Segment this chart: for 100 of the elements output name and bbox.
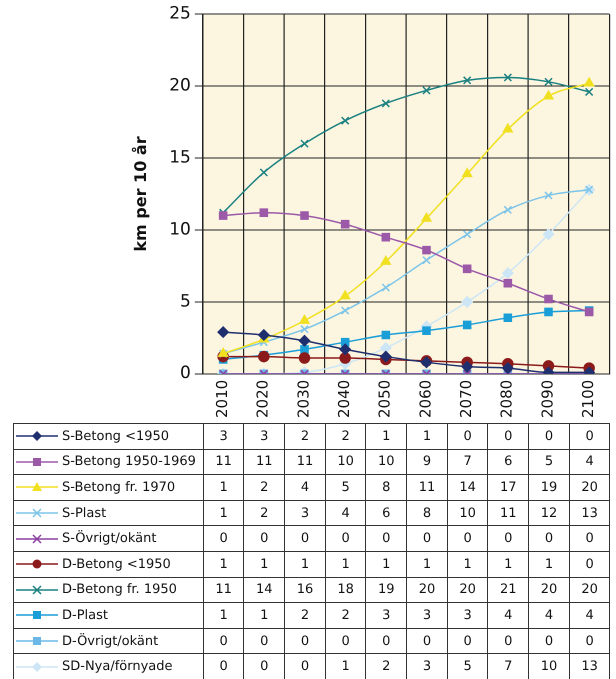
data-label: 3: [446, 602, 488, 629]
data-label: 14: [243, 576, 286, 604]
data-label: 3: [406, 602, 448, 629]
data-label: 4: [284, 474, 326, 501]
data-label: 1: [284, 551, 326, 578]
data-label: 10: [446, 500, 488, 526]
legend-label: D-Övrigt/okänt: [62, 634, 158, 649]
y-tick-label: 10: [169, 219, 191, 240]
data-label: 0: [446, 628, 488, 654]
x-tick-label: 2090: [538, 380, 556, 418]
data-label: 18: [324, 576, 366, 604]
data-label: 0: [406, 628, 448, 654]
x-tick-label: 2010: [213, 380, 232, 418]
data-label: 10: [528, 653, 570, 679]
data-label: 1: [202, 602, 244, 629]
y-tick-label: 0: [180, 363, 191, 384]
data-label: 1: [243, 551, 286, 578]
data-label: 3: [202, 423, 244, 450]
data-label: 7: [487, 653, 530, 679]
y-tick-label: 20: [169, 76, 191, 96]
data-label: 1: [243, 602, 286, 629]
data-label: 20: [568, 474, 610, 501]
legend-label: D-Betong fr. 1950: [62, 582, 177, 598]
legend-label: SD-Nya/förnyade: [62, 659, 173, 674]
data-label: 1: [202, 500, 244, 526]
data-label: 0: [487, 525, 530, 552]
legend-label: S-Betong 1950-1969: [62, 454, 196, 470]
data-label: 1: [406, 551, 448, 578]
data-label: 20: [446, 576, 488, 604]
legend-label: S-Betong <1950: [62, 428, 170, 444]
data-label: 1: [528, 551, 570, 578]
data-label: 2: [324, 602, 366, 629]
legend-label: D-Betong <1950: [62, 556, 171, 572]
data-label: 0: [202, 653, 244, 679]
x-tick-label: 2060: [416, 380, 434, 418]
data-label: 0: [365, 628, 408, 654]
data-label: 0: [202, 628, 244, 654]
data-label: 10: [324, 448, 366, 476]
data-label: 0: [406, 525, 448, 552]
data-label: 0: [202, 525, 244, 552]
data-label: 0: [243, 525, 286, 552]
data-label: 0: [324, 628, 366, 654]
data-label: 2: [243, 500, 286, 526]
data-label: 6: [365, 500, 408, 526]
data-label: 10: [365, 448, 408, 476]
data-label: 21: [487, 576, 530, 604]
data-label: 0: [324, 525, 366, 552]
data-label: 0: [528, 628, 570, 654]
data-label: 4: [568, 448, 610, 476]
data-label: 0: [487, 628, 530, 654]
data-label: 9: [406, 448, 448, 476]
data-label: 0: [487, 423, 530, 450]
data-label: 14: [446, 474, 488, 501]
data-label: 6: [487, 448, 530, 476]
data-label: 0: [284, 653, 326, 679]
data-label: 3: [243, 423, 286, 450]
x-tick-label: 2040: [335, 380, 354, 418]
data-label: 1: [406, 423, 448, 450]
data-label: 1: [202, 551, 244, 578]
data-label: 1: [365, 423, 408, 450]
x-tick-label: 2080: [498, 380, 516, 418]
data-label: 20: [528, 576, 570, 604]
x-tick-label: 2030: [294, 380, 312, 418]
data-label: 5: [528, 448, 570, 476]
data-label: 3: [406, 653, 448, 679]
data-label: 0: [568, 551, 610, 578]
data-label: 12: [528, 500, 570, 526]
data-label: 0: [243, 628, 286, 654]
data-label: 13: [568, 653, 610, 679]
x-tick-label: 2070: [457, 380, 476, 418]
x-tick-label: 2020: [254, 380, 272, 418]
y-axis-title: km per 10 år: [130, 136, 150, 252]
data-label: 0: [568, 628, 610, 654]
data-label: 8: [406, 500, 448, 526]
legend-label: S-Betong fr. 1970: [62, 480, 176, 495]
data-label: 11: [284, 448, 326, 476]
x-tick-label: 2100: [579, 380, 598, 418]
data-label: 4: [568, 602, 610, 629]
legend-label: S-Övrigt/okänt: [62, 531, 156, 546]
data-label: 1: [365, 551, 408, 578]
data-label: 1: [324, 551, 366, 578]
x-tick-label: 2050: [376, 380, 394, 418]
data-label: 0: [284, 525, 326, 552]
data-label: 7: [446, 448, 488, 476]
data-label: 13: [568, 500, 610, 526]
data-label: 3: [365, 602, 408, 629]
data-label: 5: [446, 653, 488, 679]
data-label: 2: [365, 653, 408, 679]
data-label: 0: [568, 525, 610, 552]
data-label: 0: [568, 423, 610, 450]
data-label: 4: [528, 602, 570, 629]
data-label: 2: [324, 423, 366, 450]
y-tick-label: 5: [180, 291, 191, 312]
data-label: 1: [487, 551, 530, 578]
data-label: 0: [528, 423, 570, 450]
data-label: 0: [446, 525, 488, 552]
data-label: 4: [324, 500, 366, 526]
y-tick-label: 25: [169, 4, 191, 24]
data-label: 8: [365, 474, 408, 501]
data-label: 0: [528, 525, 570, 552]
